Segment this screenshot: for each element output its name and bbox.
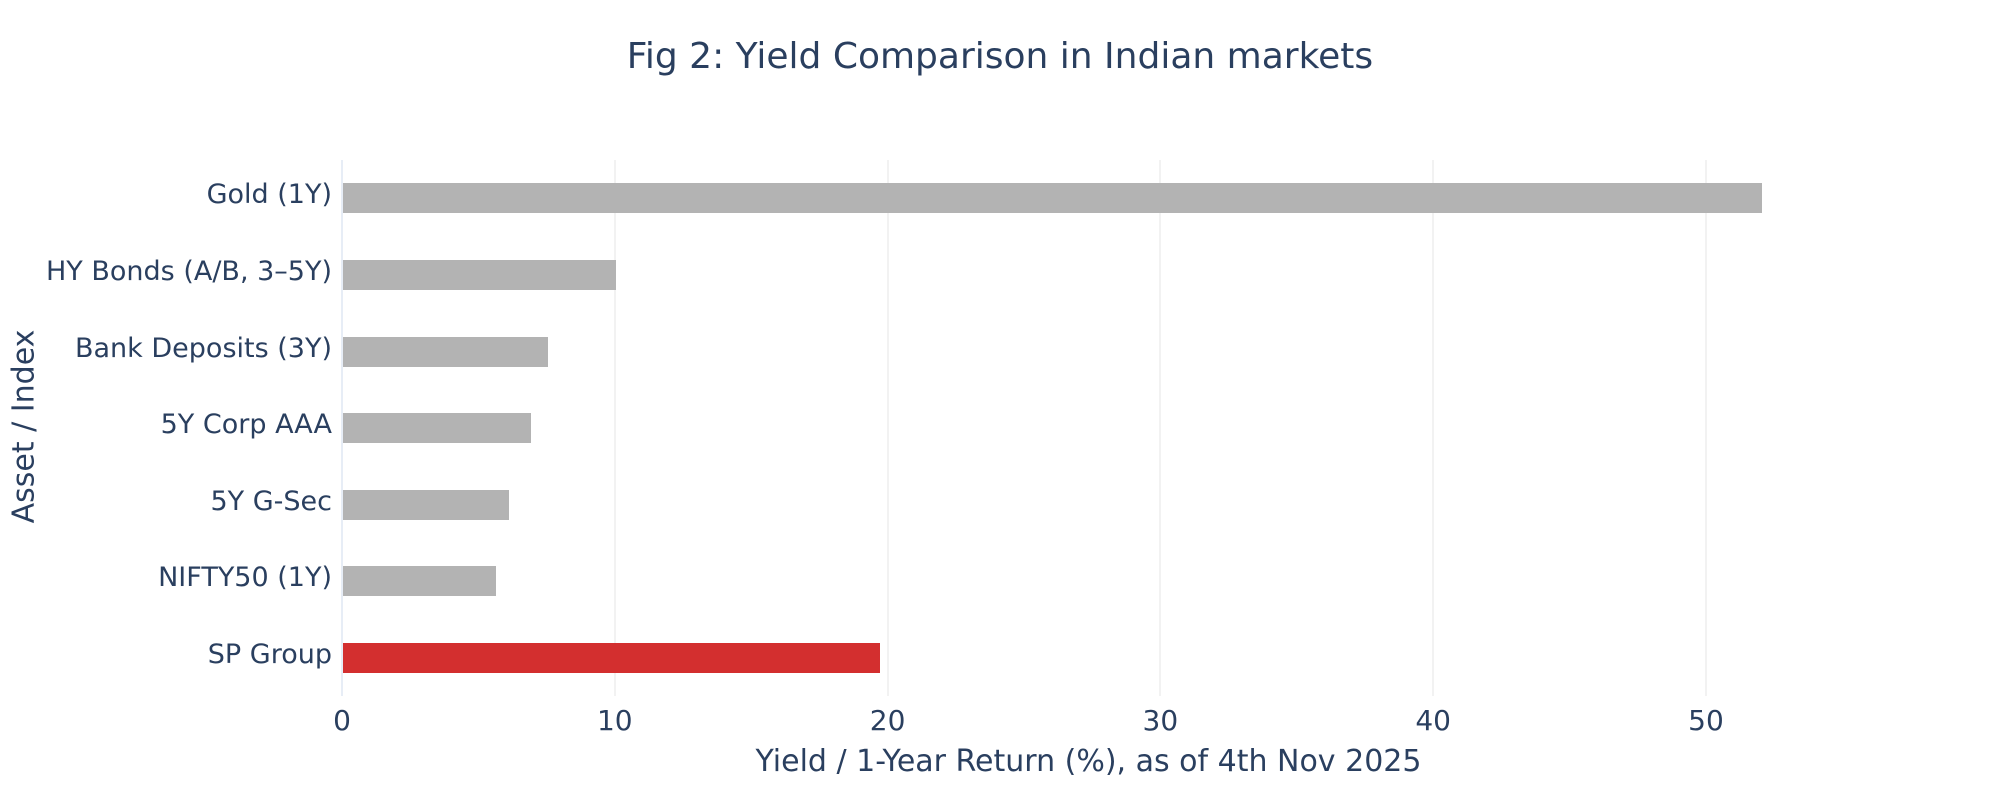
gridline [1432,160,1435,697]
bar-hy-bonds-a-b-3-5y[interactable] [343,259,616,290]
x-tick-label: 30 [1142,704,1179,738]
bar-5y-corp-aaa[interactable] [343,413,532,444]
gridline [886,160,889,697]
gridline [1159,160,1162,697]
category-label: 5Y G-Sec [210,485,332,517]
category-label: 5Y Corp AAA [160,409,332,441]
bar-sp-group[interactable] [343,642,881,673]
x-tick-label: 0 [333,704,351,738]
zero-gridline [341,160,343,697]
category-label: Bank Deposits (3Y) [74,332,332,364]
bar-nifty50-1y[interactable] [343,566,496,597]
bar-bank-deposits-3y[interactable] [343,336,548,367]
x-tick-label: 40 [1415,704,1451,738]
x-axis-title: Yield / 1-Year Return (%), as of 4th Nov… [755,744,1422,780]
chart-title: Fig 2: Yield Comparison in Indian market… [626,36,1374,77]
category-label: NIFTY50 (1Y) [158,562,332,594]
gridline [613,160,616,697]
bar-gold-1y[interactable] [343,183,1762,214]
category-label: SP Group [207,638,332,670]
category-label: HY Bonds (A/B, 3–5Y) [46,255,332,287]
x-tick-label: 10 [596,704,633,738]
x-tick-label: 20 [869,704,906,738]
category-label: Gold (1Y) [206,179,332,211]
bar-5y-g-sec[interactable] [343,489,510,520]
gridline [1704,160,1707,697]
x-tick-label: 50 [1688,704,1724,738]
